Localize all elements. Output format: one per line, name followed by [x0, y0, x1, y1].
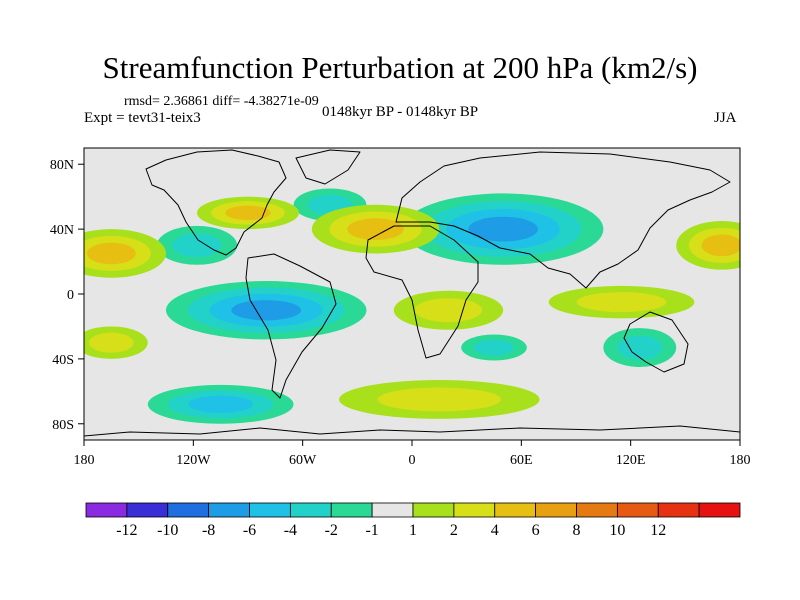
lon-tick-label: 120W — [176, 453, 211, 468]
australia-negative-level-2 — [617, 335, 663, 360]
lat-tick-label: 40N — [50, 223, 74, 238]
coast-eurasia — [395, 151, 731, 289]
colorbar-label: 4 — [491, 522, 499, 539]
axis-ticks: 180 120W 60W 0 60E 120E 180 80N 40N 0 40S 80S — [50, 158, 751, 468]
coast-antarctica — [84, 425, 740, 437]
lon-tick-label: 180 — [74, 453, 95, 468]
colorbar-swatch — [126, 502, 169, 518]
colorbar-label: -12 — [116, 522, 137, 539]
contour-fills — [84, 188, 740, 424]
colorbar-label: -8 — [202, 522, 215, 539]
colorbar-swatch — [616, 502, 659, 518]
colorbar-swatch — [330, 502, 373, 518]
colorbar-swatch — [208, 502, 250, 518]
center-label: 0148kyr BP - 0148kyr BP — [322, 104, 479, 120]
colorbar-label: 12 — [650, 522, 666, 539]
lon-tick-label: 180 — [730, 453, 751, 468]
colorbar-swatch — [371, 502, 414, 518]
coast-greenland — [295, 149, 361, 185]
northeast-pacific-negative-level-2 — [172, 233, 222, 258]
colorbar-swatch — [249, 502, 291, 518]
west-pacific-positive-level-3 — [701, 234, 740, 257]
colorbar-label: 1 — [409, 522, 417, 539]
lon-tick-label: 120E — [616, 453, 646, 468]
colorbar-swatch — [167, 502, 210, 518]
colorbar-label: 6 — [532, 522, 540, 539]
south-atlantic-positive-level-2 — [377, 387, 502, 412]
colorbar-label: -2 — [325, 522, 338, 539]
colorbar-swatch — [576, 502, 618, 518]
lat-tick-label: 40S — [52, 353, 74, 368]
indian-ocean-negative-level-2 — [473, 339, 515, 356]
southeast-pacific-positive-level-2 — [88, 332, 134, 353]
coast-south-america — [245, 253, 337, 399]
tropical-africa-positive-level-2 — [414, 298, 483, 323]
colorbar-label: 8 — [573, 522, 581, 539]
plot-title: Streamfunction Perturbation at 200 hPa (… — [102, 50, 698, 85]
lon-tick-label: 60E — [510, 453, 533, 468]
colorbar-swatch — [453, 502, 496, 518]
colorbar-swatch — [85, 502, 128, 518]
stats-label: rmsd= 2.36861 diff= -4.38271e-09 — [124, 94, 319, 109]
colorbar-swatch — [289, 502, 332, 518]
coastlines — [84, 149, 740, 437]
season-label: JJA — [714, 110, 737, 126]
south-pacific-negative-level-3 — [188, 395, 254, 413]
eurasia-negative-level-4 — [468, 216, 538, 242]
colorbar-swatch — [657, 502, 700, 518]
north-atlantic-positive-level-3 — [347, 218, 404, 240]
colorbar-swatch — [412, 502, 455, 518]
coast-north-america — [145, 149, 287, 256]
north-pacific-positive-level-3 — [87, 242, 136, 265]
coast-australia — [623, 311, 689, 373]
colorbar-label: 10 — [609, 522, 625, 539]
tropical-south-america-negative-level-4 — [231, 300, 302, 321]
experiment-label: Expt = tevt31-teix3 — [84, 110, 201, 126]
colorbar-label: 2 — [450, 522, 458, 539]
colorbar-swatch — [535, 502, 577, 518]
colorbar-swatch — [494, 502, 537, 518]
lat-tick-label: 0 — [67, 288, 74, 303]
north-america-positive-level-3 — [225, 205, 271, 221]
colorbar: -12 -10 -8 -6 -4 -2 -1 1 2 4 6 8 10 12 — [85, 502, 741, 539]
lat-tick-label: 80N — [50, 158, 74, 173]
tropical-maritime-positive-level-2 — [576, 292, 667, 313]
lat-tick-label: 80S — [52, 418, 74, 433]
coast-africa — [365, 225, 479, 359]
colorbar-label: -10 — [157, 522, 178, 539]
colorbar-label: -6 — [243, 522, 256, 539]
colorbar-label: -1 — [365, 522, 378, 539]
lon-tick-label: 0 — [409, 453, 416, 468]
colorbar-swatch — [698, 502, 741, 518]
colorbar-label: -4 — [284, 522, 297, 539]
lon-tick-label: 60W — [289, 453, 317, 468]
